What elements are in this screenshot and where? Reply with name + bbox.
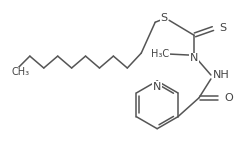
Text: CH₃: CH₃ xyxy=(12,67,30,77)
Text: O: O xyxy=(225,93,234,103)
Text: H₃C: H₃C xyxy=(151,49,169,59)
Text: N: N xyxy=(153,82,161,92)
Text: S: S xyxy=(219,23,226,33)
Text: N: N xyxy=(190,53,198,63)
Text: NH: NH xyxy=(213,70,230,80)
Text: S: S xyxy=(161,13,168,23)
